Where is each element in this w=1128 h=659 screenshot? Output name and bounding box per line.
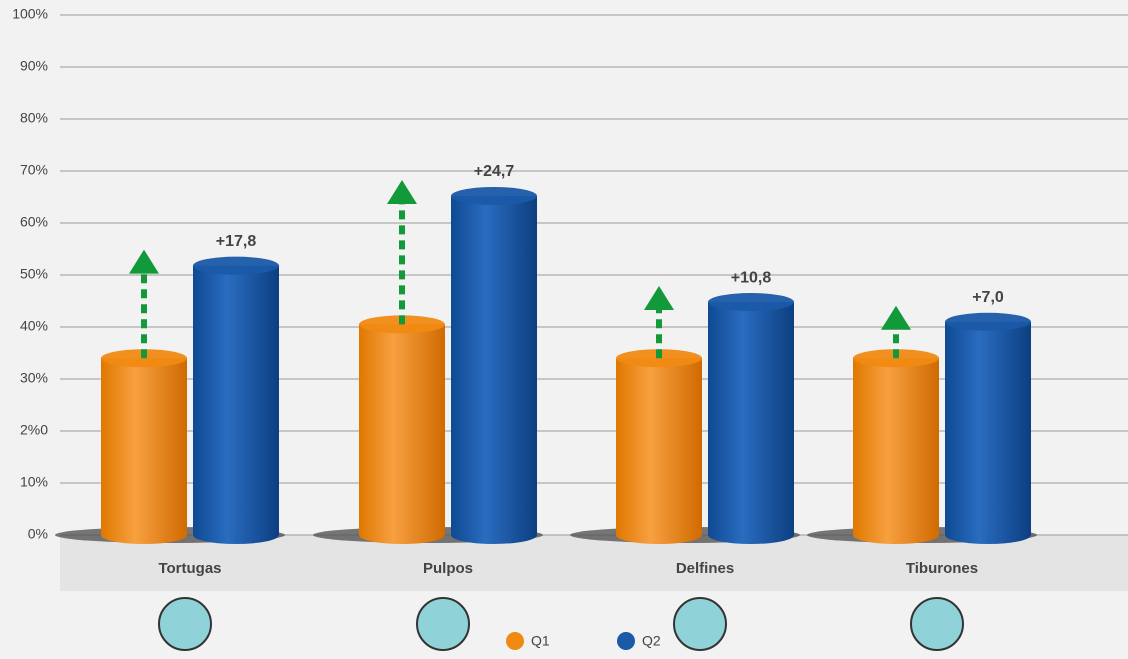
bar-part	[193, 265, 279, 535]
y-tick-label: 90%	[20, 58, 48, 74]
bar-part	[451, 186, 537, 205]
bar-part	[708, 302, 794, 535]
x-tick-label: Delfines	[676, 560, 734, 577]
bar-part	[359, 324, 445, 535]
y-tick-label: 70%	[20, 162, 48, 178]
x-tick-label: Tiburones	[906, 560, 978, 577]
annotation: +10,8	[731, 269, 772, 286]
y-tick-label: 40%	[20, 318, 48, 334]
bar-part	[101, 358, 187, 535]
bar-part	[708, 293, 794, 312]
y-tick-label: 100%	[12, 6, 48, 22]
legend-swatch	[617, 632, 635, 650]
bar	[359, 315, 445, 544]
icon	[416, 597, 470, 651]
y-tick-label: 2%0	[20, 422, 48, 438]
y-tick-label: 60%	[20, 214, 48, 230]
y-tick-label: 50%	[20, 266, 48, 282]
bar	[708, 293, 794, 544]
bar	[853, 349, 939, 544]
bar-part	[193, 256, 279, 275]
bar	[451, 186, 537, 544]
annotation: +17,8	[216, 233, 257, 250]
icon	[910, 597, 964, 651]
axis-band	[60, 535, 1128, 591]
bar-part	[616, 358, 702, 535]
y-tick-label: 10%	[20, 474, 48, 490]
y-tick-label: 30%	[20, 370, 48, 386]
icon	[158, 597, 212, 651]
annotation: +24,7	[474, 163, 515, 180]
legend-label: Q2	[642, 633, 661, 649]
y-tick-label: 0%	[28, 526, 48, 542]
bar-part	[451, 195, 537, 535]
bar	[101, 349, 187, 544]
legend-label: Q1	[531, 633, 550, 649]
y-tick-label: 80%	[20, 110, 48, 126]
x-tick-label: Tortugas	[158, 560, 221, 577]
icon	[673, 597, 727, 651]
bar	[945, 312, 1031, 544]
arrow-head	[644, 286, 674, 311]
annotation: +7,0	[972, 289, 1004, 306]
bar-part	[945, 312, 1031, 331]
x-tick-label: Pulpos	[423, 560, 473, 577]
bar-part	[853, 358, 939, 535]
arrow-head	[881, 305, 911, 330]
bar	[616, 349, 702, 544]
bar-part	[945, 321, 1031, 535]
legend-swatch	[506, 632, 524, 650]
bar	[193, 256, 279, 544]
arrow-head	[129, 249, 159, 274]
arrow-head	[387, 179, 417, 204]
